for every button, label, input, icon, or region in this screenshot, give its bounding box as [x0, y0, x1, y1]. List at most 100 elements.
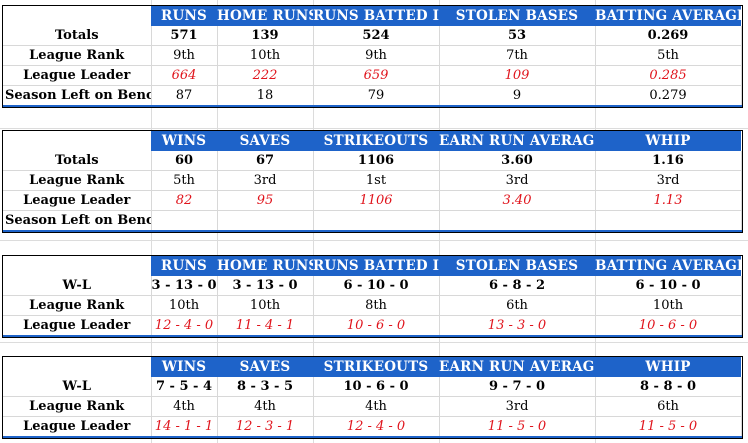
cell: 659 [313, 65, 440, 86]
cell: 14 - 1 - 1 [151, 416, 218, 438]
header-corner [3, 256, 151, 276]
league-rank-row: League Rank 10th 10th 8th 6th 10th [3, 295, 742, 316]
cell: 3rd [595, 170, 742, 191]
cell: 139 [217, 26, 314, 46]
cell: 3.40 [439, 190, 596, 211]
header-strikeouts: STRIKEOUTS [313, 357, 439, 377]
cell: 6 - 10 - 0 [595, 276, 742, 296]
cell: 3.60 [439, 151, 596, 171]
league-leader-row: League Leader 82 95 1106 3.40 1.13 [3, 190, 742, 211]
cell: 4th [151, 396, 218, 417]
row-label: League Leader [3, 65, 152, 86]
row-label: W-L [3, 377, 152, 397]
cell: 9 [439, 85, 596, 107]
cell: 3rd [439, 170, 596, 191]
cell: 10 - 6 - 0 [313, 315, 440, 337]
row-label: Totals [3, 26, 152, 46]
cell: 5th [151, 170, 218, 191]
wl-row: W-L 3 - 13 - 0 3 - 13 - 0 6 - 10 - 0 6 -… [3, 276, 742, 296]
header-corner [3, 6, 151, 26]
pitching-wl-table: WINS SAVES STRIKEOUTS EARN RUN AVERAGE W… [3, 357, 742, 438]
league-rank-row: League Rank 4th 4th 4th 3rd 6th [3, 396, 742, 417]
header-stolen-bases: STOLEN BASES [439, 256, 595, 276]
cell: 18 [217, 85, 314, 107]
cell: 0.285 [595, 65, 742, 86]
header-saves: SAVES [217, 131, 313, 151]
totals-row: Totals 571 139 524 53 0.269 [3, 26, 742, 46]
header-wins: WINS [151, 357, 217, 377]
cell: 109 [439, 65, 596, 86]
header-whip: WHIP [595, 357, 741, 377]
cell: 82 [151, 190, 218, 211]
cell: 79 [313, 85, 440, 107]
header-corner [3, 357, 151, 377]
header-home-runs: HOME RUNS [217, 256, 313, 276]
cell: 9th [313, 45, 440, 66]
cell [151, 210, 218, 232]
cell: 67 [217, 151, 314, 171]
cell: 1.13 [595, 190, 742, 211]
totals-row: Totals 60 67 1106 3.60 1.16 [3, 151, 742, 171]
cell: 524 [313, 26, 440, 46]
cell: 664 [151, 65, 218, 86]
cell: 95 [217, 190, 314, 211]
header-runs: RUNS [151, 256, 217, 276]
cell: 60 [151, 151, 218, 171]
cell: 5th [595, 45, 742, 66]
row-label: League Rank [3, 396, 152, 417]
cell: 13 - 3 - 0 [439, 315, 596, 337]
header-row: WINS SAVES STRIKEOUTS EARN RUN AVERAGE W… [3, 357, 741, 377]
cell: 7 - 5 - 4 [151, 377, 218, 397]
cell: 1106 [313, 190, 440, 211]
header-batting-average: BATTING AVERAGE [595, 6, 741, 26]
cell: 12 - 4 - 0 [313, 416, 440, 438]
cell: 3rd [439, 396, 596, 417]
cell: 0.279 [595, 85, 742, 107]
cell: 6th [595, 396, 742, 417]
cell: 9 - 7 - 0 [439, 377, 596, 397]
cell: 4th [217, 396, 314, 417]
row-label: League Leader [3, 190, 152, 211]
header-rbi: RUNS BATTED IN [313, 256, 439, 276]
header-era: EARN RUN AVERAGE [439, 357, 595, 377]
header-corner [3, 131, 151, 151]
cell: 3 - 13 - 0 [151, 276, 218, 296]
cell: 7th [439, 45, 596, 66]
row-label: W-L [3, 276, 152, 296]
cell: 11 - 5 - 0 [439, 416, 596, 438]
row-label: League Rank [3, 295, 152, 316]
cell: 10th [595, 295, 742, 316]
pitching-totals-table: WINS SAVES STRIKEOUTS EARN RUN AVERAGE W… [3, 131, 742, 232]
cell: 3 - 13 - 0 [217, 276, 314, 296]
cell: 6 - 10 - 0 [313, 276, 440, 296]
cell: 0.269 [595, 26, 742, 46]
header-row: RUNS HOME RUNS RUNS BATTED IN STOLEN BAS… [3, 256, 741, 276]
cell: 12 - 4 - 0 [151, 315, 218, 337]
league-leader-row: League Leader 14 - 1 - 1 12 - 3 - 1 12 -… [3, 416, 742, 438]
cell: 12 - 3 - 1 [217, 416, 314, 438]
cell: 9th [151, 45, 218, 66]
header-strikeouts: STRIKEOUTS [313, 131, 439, 151]
header-row: WINS SAVES STRIKEOUTS EARN RUN AVERAGE W… [3, 131, 741, 151]
wl-row: W-L 7 - 5 - 4 8 - 3 - 5 10 - 6 - 0 9 - 7… [3, 377, 742, 397]
cell: 87 [151, 85, 218, 107]
row-label: Season Left on Bench [3, 210, 152, 232]
header-stolen-bases: STOLEN BASES [439, 6, 595, 26]
row-label: League Rank [3, 170, 152, 191]
cell: 10 - 6 - 0 [313, 377, 440, 397]
cell: 10th [217, 295, 314, 316]
row-label: Season Left on Bench [3, 85, 152, 107]
row-label: Totals [3, 151, 152, 171]
row-label: League Rank [3, 45, 152, 66]
cell [313, 210, 440, 232]
cell: 8th [313, 295, 440, 316]
hitting-wl-table: RUNS HOME RUNS RUNS BATTED IN STOLEN BAS… [3, 256, 742, 337]
header-row: RUNS HOME RUNS RUNS BATTED IN STOLEN BAS… [3, 6, 741, 26]
row-label: League Leader [3, 416, 152, 438]
cell [217, 210, 314, 232]
cell: 3rd [217, 170, 314, 191]
season-left-on-bench-row: Season Left on Bench 87 18 79 9 0.279 [3, 85, 742, 107]
header-runs: RUNS [151, 6, 217, 26]
header-rbi: RUNS BATTED IN [313, 6, 439, 26]
cell: 1st [313, 170, 440, 191]
